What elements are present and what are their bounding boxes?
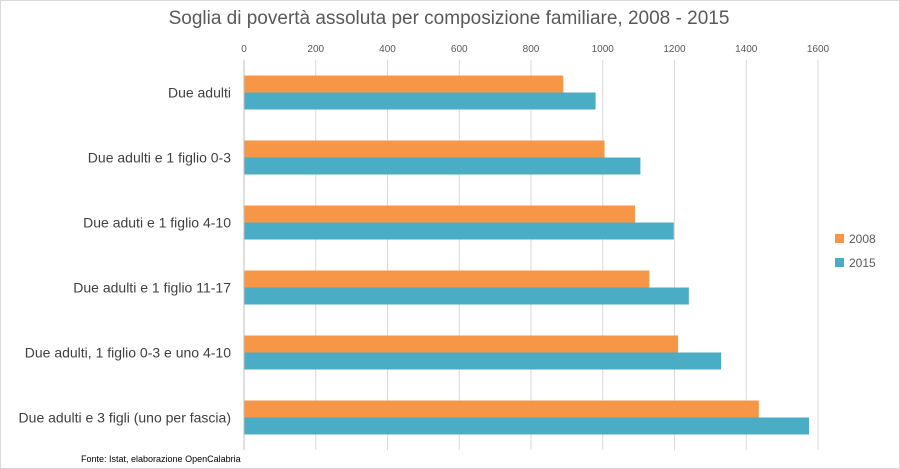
bar-2015-2 bbox=[244, 222, 674, 240]
category-label-1: Due adulti e 1 figlio 0-3 bbox=[88, 150, 231, 166]
bar-2015-0 bbox=[244, 92, 596, 110]
x-tick-label-3: 600 bbox=[451, 44, 468, 55]
legend-label-2008: 2008 bbox=[849, 232, 876, 246]
x-tick-label-5: 1000 bbox=[592, 44, 615, 55]
bar-2008-3 bbox=[244, 270, 650, 288]
bar-2015-4 bbox=[244, 352, 722, 370]
category-label-0: Due adulti bbox=[168, 85, 231, 101]
bar-2008-2 bbox=[244, 205, 636, 223]
x-tick-label-4: 800 bbox=[523, 44, 540, 55]
x-tick-label-8: 1600 bbox=[807, 44, 830, 55]
bar-2008-1 bbox=[244, 140, 605, 158]
bar-2008-0 bbox=[244, 75, 564, 93]
category-label-3: Due adulti e 1 figlio 11-17 bbox=[73, 280, 231, 296]
x-tick-label-6: 1200 bbox=[663, 44, 686, 55]
category-label-4: Due adulti, 1 figlio 0-3 e uno 4-10 bbox=[25, 345, 231, 361]
bar-2015-3 bbox=[244, 287, 689, 305]
source-note: Fonte: Istat, elaborazione OpenCalabria bbox=[81, 454, 241, 464]
x-tick-label-0: 0 bbox=[241, 44, 247, 55]
bar-2015-5 bbox=[244, 417, 810, 435]
x-tick-label-7: 1400 bbox=[735, 44, 758, 55]
legend-swatch-2008 bbox=[835, 234, 844, 243]
bar-2008-5 bbox=[244, 400, 759, 418]
x-tick-label-2: 400 bbox=[379, 44, 396, 55]
chart-title: Soglia di povertà assoluta per composizi… bbox=[168, 8, 730, 29]
category-label-5: Due adulti e 3 figli (uno per fascia) bbox=[19, 410, 231, 426]
legend-label-2015: 2015 bbox=[849, 256, 876, 270]
legend-swatch-2015 bbox=[835, 258, 844, 267]
bar-2015-1 bbox=[244, 157, 641, 175]
category-label-2: Due aduti e 1 figlio 4-10 bbox=[83, 215, 231, 231]
x-tick-label-1: 200 bbox=[307, 44, 324, 55]
bar-2008-4 bbox=[244, 335, 679, 353]
